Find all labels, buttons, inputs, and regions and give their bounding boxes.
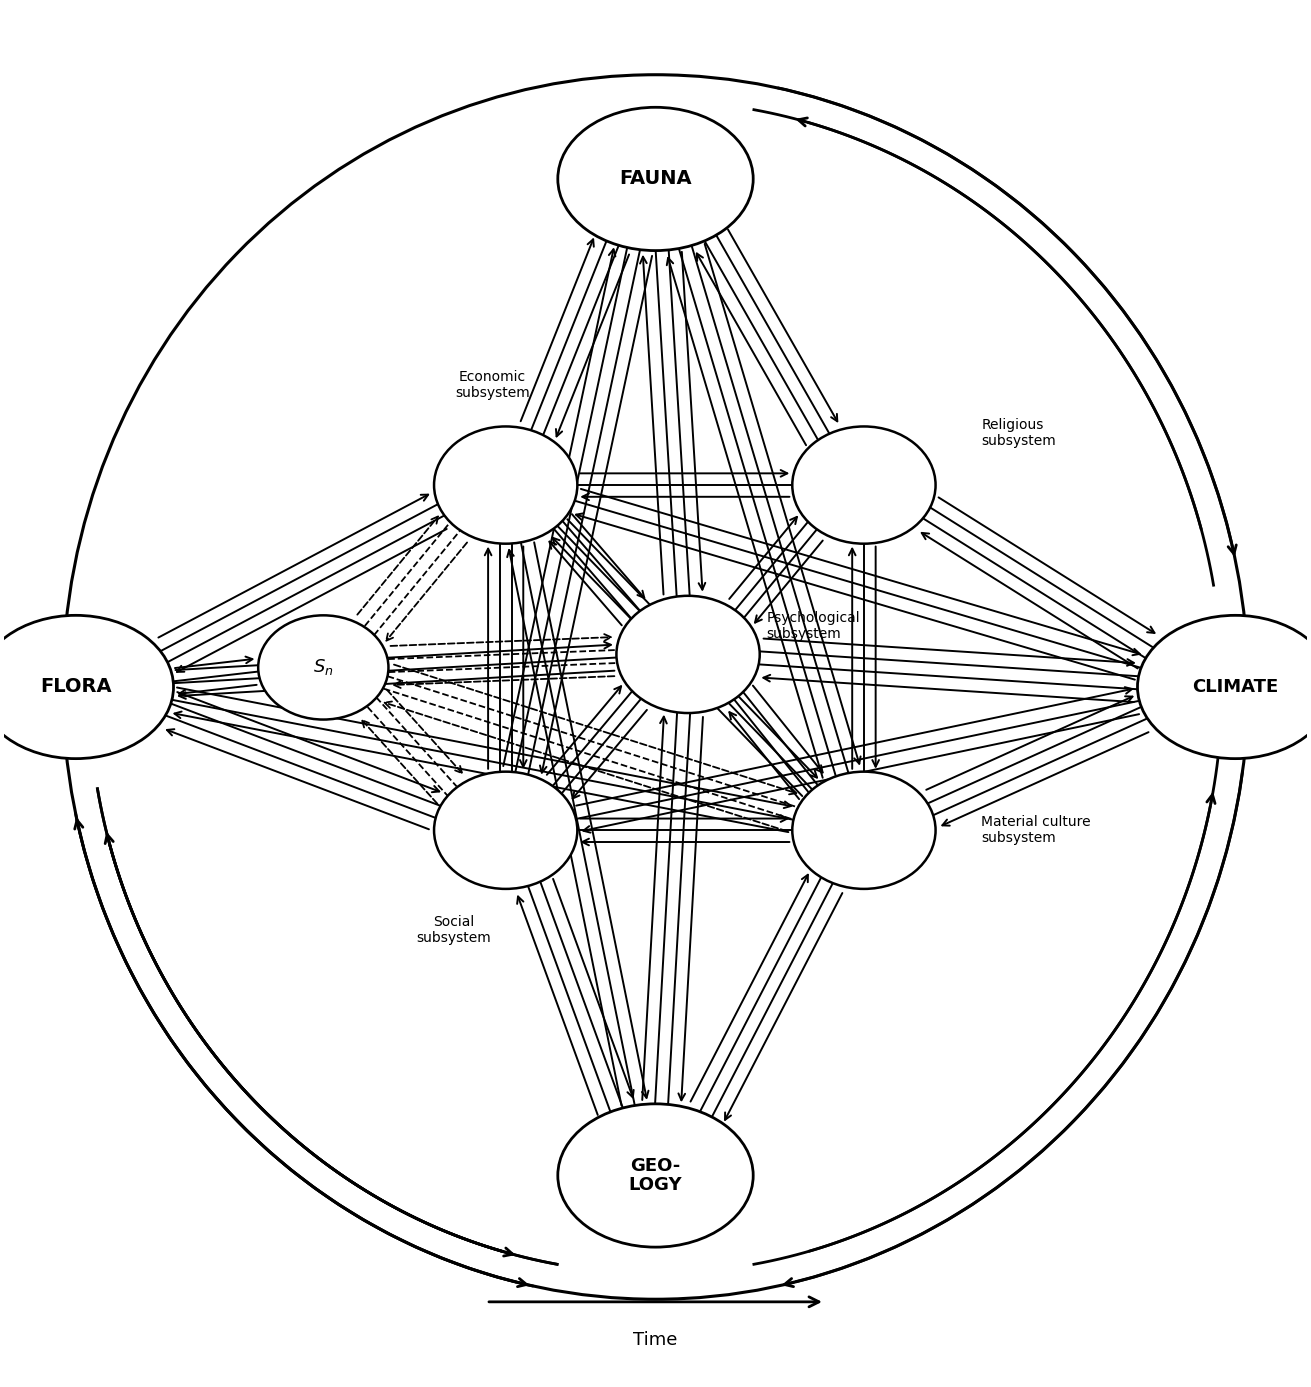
Ellipse shape xyxy=(434,426,577,544)
Ellipse shape xyxy=(557,107,754,251)
Text: $S_n$: $S_n$ xyxy=(313,657,333,677)
Ellipse shape xyxy=(616,596,759,713)
Ellipse shape xyxy=(792,426,936,544)
Ellipse shape xyxy=(0,616,173,759)
Text: FAUNA: FAUNA xyxy=(619,169,692,189)
Text: Psychological
subsystem: Psychological subsystem xyxy=(766,612,860,641)
Ellipse shape xyxy=(434,771,577,889)
Ellipse shape xyxy=(258,616,388,720)
Text: FLORA: FLORA xyxy=(41,677,111,696)
Text: CLIMATE: CLIMATE xyxy=(1192,678,1278,696)
Text: Time: Time xyxy=(633,1330,678,1348)
Text: Economic
subsystem: Economic subsystem xyxy=(455,370,530,401)
Ellipse shape xyxy=(557,1104,754,1247)
Text: Religious
subsystem: Religious subsystem xyxy=(981,417,1055,448)
Text: Social
subsystem: Social subsystem xyxy=(416,915,490,945)
Ellipse shape xyxy=(1138,616,1311,759)
Text: Material culture
subsystem: Material culture subsystem xyxy=(981,816,1091,846)
Text: GEO-
LOGY: GEO- LOGY xyxy=(629,1157,682,1194)
Ellipse shape xyxy=(792,771,936,889)
Ellipse shape xyxy=(63,75,1248,1300)
